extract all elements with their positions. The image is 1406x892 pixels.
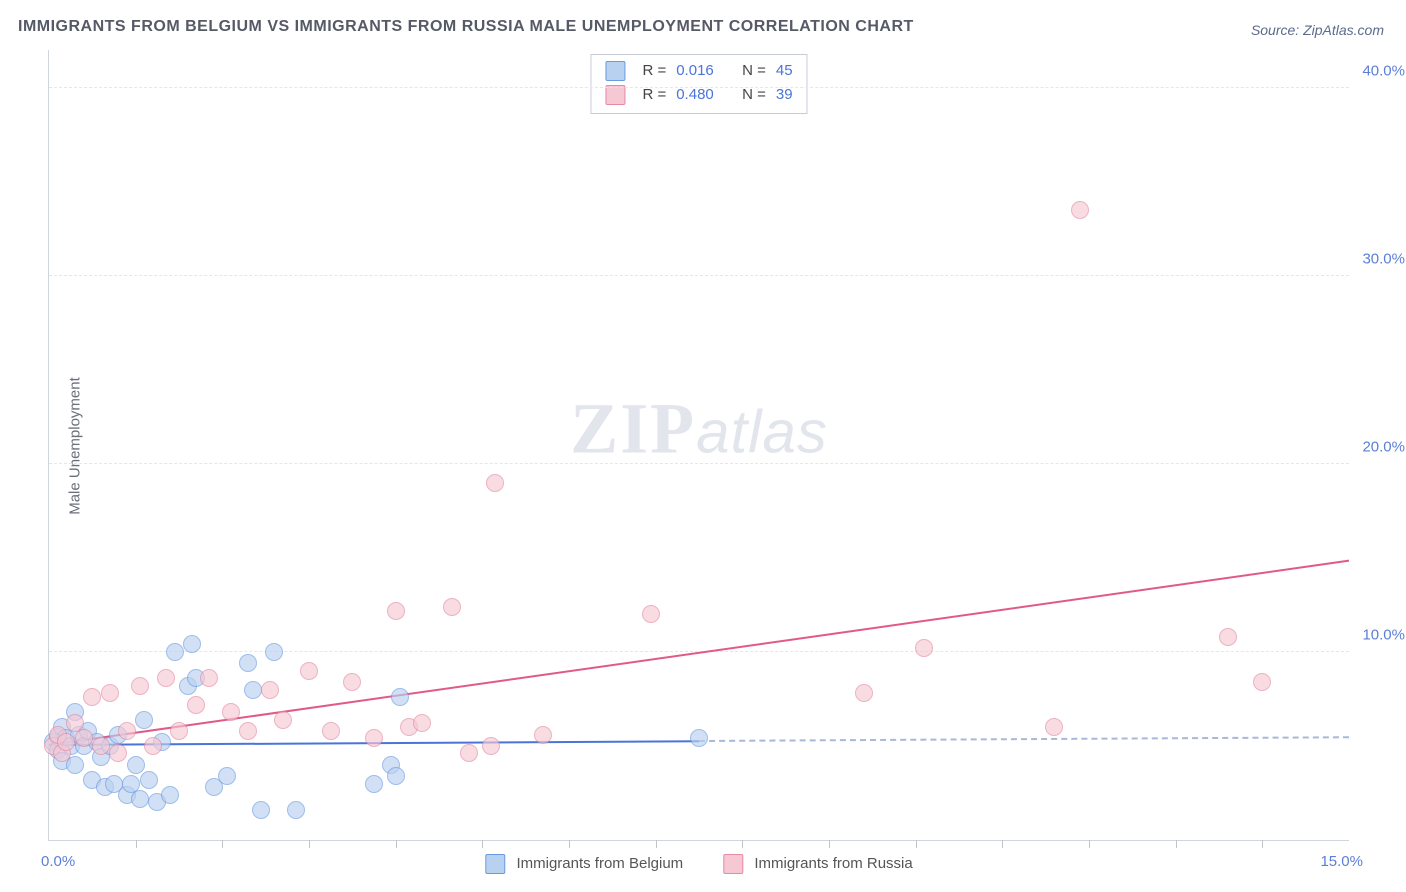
source-attribution: Source: ZipAtlas.com xyxy=(1251,22,1384,38)
legend: Immigrants from Belgium Immigrants from … xyxy=(485,854,912,874)
data-point-belgium xyxy=(135,711,153,729)
data-point-belgium xyxy=(387,767,405,785)
r-value-belgium: 0.016 xyxy=(676,59,714,83)
data-point-belgium xyxy=(127,756,145,774)
swatch-russia-icon xyxy=(723,854,743,874)
data-point-russia xyxy=(187,696,205,714)
data-point-russia xyxy=(300,662,318,680)
x-tick xyxy=(1262,840,1263,848)
data-point-belgium xyxy=(183,635,201,653)
data-point-belgium xyxy=(287,801,305,819)
trend-line-extension xyxy=(699,736,1349,742)
data-point-russia xyxy=(1253,673,1271,691)
data-point-russia xyxy=(482,737,500,755)
data-point-belgium xyxy=(690,729,708,747)
data-point-russia xyxy=(75,729,93,747)
data-point-russia xyxy=(144,737,162,755)
legend-item-belgium: Immigrants from Belgium xyxy=(485,854,683,874)
x-tick xyxy=(1176,840,1177,848)
data-point-russia xyxy=(642,605,660,623)
data-point-russia xyxy=(486,474,504,492)
legend-item-russia: Immigrants from Russia xyxy=(723,854,913,874)
data-point-russia xyxy=(57,733,75,751)
data-point-russia xyxy=(1071,201,1089,219)
data-point-russia xyxy=(170,722,188,740)
data-point-russia xyxy=(239,722,257,740)
r-label: R = xyxy=(642,59,666,83)
swatch-russia-icon xyxy=(605,85,625,105)
chart-title: IMMIGRANTS FROM BELGIUM VS IMMIGRANTS FR… xyxy=(18,18,914,36)
data-point-russia xyxy=(109,744,127,762)
data-point-russia xyxy=(365,729,383,747)
data-point-russia xyxy=(387,602,405,620)
data-point-russia xyxy=(855,684,873,702)
x-tick xyxy=(309,840,310,848)
grid-line xyxy=(49,87,1349,88)
data-point-belgium xyxy=(218,767,236,785)
data-point-belgium xyxy=(365,775,383,793)
y-tick-label: 20.0% xyxy=(1362,438,1405,455)
plot-area: ZIPatlas R = 0.016 N = 45 R = 0.480 N = … xyxy=(48,50,1349,841)
data-point-russia xyxy=(83,688,101,706)
data-point-russia xyxy=(222,703,240,721)
data-point-belgium xyxy=(391,688,409,706)
data-point-russia xyxy=(413,714,431,732)
x-tick xyxy=(656,840,657,848)
data-point-russia xyxy=(460,744,478,762)
stats-box: R = 0.016 N = 45 R = 0.480 N = 39 xyxy=(590,54,807,114)
swatch-belgium-icon xyxy=(605,61,625,81)
chart-container: IMMIGRANTS FROM BELGIUM VS IMMIGRANTS FR… xyxy=(0,0,1406,892)
stats-row-belgium: R = 0.016 N = 45 xyxy=(605,59,792,83)
data-point-russia xyxy=(118,722,136,740)
trend-line xyxy=(49,560,1349,746)
x-axis-max-label: 15.0% xyxy=(1320,853,1363,870)
data-point-russia xyxy=(157,669,175,687)
data-point-belgium xyxy=(166,643,184,661)
n-label: N = xyxy=(742,59,766,83)
data-point-russia xyxy=(443,598,461,616)
grid-line xyxy=(49,463,1349,464)
y-tick-label: 30.0% xyxy=(1362,250,1405,267)
x-tick xyxy=(222,840,223,848)
data-point-russia xyxy=(131,677,149,695)
data-point-belgium xyxy=(244,681,262,699)
n-value-belgium: 45 xyxy=(776,59,793,83)
data-point-russia xyxy=(322,722,340,740)
x-tick xyxy=(829,840,830,848)
x-tick xyxy=(1089,840,1090,848)
watermark: ZIPatlas xyxy=(570,388,828,471)
grid-line xyxy=(49,275,1349,276)
data-point-russia xyxy=(274,711,292,729)
data-point-belgium xyxy=(252,801,270,819)
data-point-belgium xyxy=(131,790,149,808)
data-point-russia xyxy=(915,639,933,657)
x-axis-min-label: 0.0% xyxy=(41,853,75,870)
watermark-atlas: atlas xyxy=(696,399,828,466)
data-point-russia xyxy=(534,726,552,744)
x-tick xyxy=(916,840,917,848)
data-point-russia xyxy=(1219,628,1237,646)
legend-label-belgium: Immigrants from Belgium xyxy=(516,855,683,872)
x-tick xyxy=(136,840,137,848)
data-point-russia xyxy=(343,673,361,691)
y-tick-label: 10.0% xyxy=(1362,626,1405,643)
data-point-belgium xyxy=(161,786,179,804)
data-point-russia xyxy=(261,681,279,699)
legend-label-russia: Immigrants from Russia xyxy=(754,855,912,872)
data-point-russia xyxy=(101,684,119,702)
x-tick xyxy=(482,840,483,848)
data-point-belgium xyxy=(140,771,158,789)
x-tick xyxy=(1002,840,1003,848)
data-point-russia xyxy=(92,737,110,755)
x-tick xyxy=(396,840,397,848)
watermark-zip: ZIP xyxy=(570,389,696,469)
swatch-belgium-icon xyxy=(485,854,505,874)
data-point-russia xyxy=(1045,718,1063,736)
data-point-belgium xyxy=(239,654,257,672)
x-tick xyxy=(569,840,570,848)
y-tick-label: 40.0% xyxy=(1362,62,1405,79)
data-point-russia xyxy=(200,669,218,687)
x-tick xyxy=(742,840,743,848)
data-point-belgium xyxy=(265,643,283,661)
